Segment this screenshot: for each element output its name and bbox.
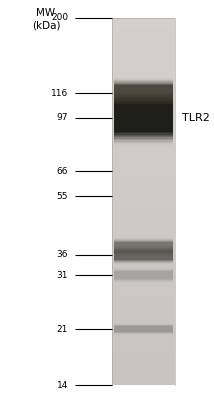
Bar <box>114 268 173 283</box>
Bar <box>114 267 173 283</box>
Bar <box>114 323 173 335</box>
Bar <box>114 80 173 106</box>
Bar <box>114 244 173 265</box>
Bar <box>114 269 173 282</box>
Bar <box>114 78 173 108</box>
Bar <box>114 238 173 257</box>
Text: 31: 31 <box>56 271 68 280</box>
Text: TLR2: TLR2 <box>182 113 210 123</box>
Bar <box>114 268 173 282</box>
Text: MW: MW <box>36 8 56 18</box>
Bar <box>114 79 173 108</box>
Text: 36: 36 <box>56 250 68 259</box>
Bar <box>114 249 173 260</box>
Bar <box>114 93 173 143</box>
Bar <box>114 270 173 280</box>
Bar <box>114 100 173 136</box>
Bar <box>114 326 173 333</box>
Bar <box>114 326 173 332</box>
Bar <box>114 101 173 135</box>
Bar <box>114 81 173 105</box>
Bar <box>114 239 173 255</box>
Bar <box>114 322 173 336</box>
Bar <box>114 88 173 147</box>
Bar <box>114 323 173 335</box>
Bar <box>114 97 173 139</box>
Bar <box>114 267 173 284</box>
Text: 200: 200 <box>51 14 68 22</box>
Bar <box>114 245 173 264</box>
Bar <box>114 242 173 252</box>
Bar <box>114 77 173 109</box>
Text: (kDa): (kDa) <box>32 21 60 31</box>
Bar <box>114 239 173 256</box>
Bar <box>114 248 173 262</box>
Bar <box>114 248 173 261</box>
Bar <box>114 326 173 332</box>
Bar <box>114 87 173 149</box>
Bar <box>114 240 173 254</box>
Bar <box>114 244 173 266</box>
Bar <box>114 249 173 261</box>
Bar <box>114 271 173 280</box>
Bar <box>114 241 173 254</box>
Bar <box>114 84 173 102</box>
Bar <box>114 91 173 144</box>
Bar <box>114 90 173 146</box>
Text: 116: 116 <box>51 89 68 98</box>
Bar <box>114 85 173 101</box>
Bar <box>114 102 173 133</box>
Bar <box>114 270 173 280</box>
Bar <box>114 250 173 260</box>
Bar <box>114 237 173 257</box>
Bar <box>114 84 173 103</box>
Bar <box>114 82 173 104</box>
Bar <box>114 325 173 333</box>
Bar <box>114 324 173 334</box>
Text: 55: 55 <box>56 192 68 201</box>
Bar <box>114 236 173 258</box>
Bar <box>114 94 173 142</box>
Bar <box>114 76 173 111</box>
Bar <box>114 104 173 132</box>
Bar <box>114 238 173 256</box>
Bar <box>114 271 173 279</box>
Text: 21: 21 <box>57 324 68 334</box>
Bar <box>114 325 173 333</box>
Bar <box>114 241 173 253</box>
Bar <box>114 83 173 104</box>
Text: 66: 66 <box>56 166 68 176</box>
Bar <box>114 80 173 107</box>
Bar <box>114 240 173 255</box>
Bar <box>114 324 173 334</box>
Text: 97: 97 <box>56 113 68 122</box>
Bar <box>114 245 173 265</box>
Text: 14: 14 <box>57 380 68 390</box>
Bar <box>114 324 173 334</box>
Bar <box>114 242 173 253</box>
Bar <box>114 269 173 281</box>
Bar <box>114 247 173 262</box>
Bar <box>114 323 173 335</box>
Bar <box>114 324 173 334</box>
Bar <box>114 98 173 138</box>
Bar <box>114 247 173 263</box>
Bar <box>114 76 173 110</box>
Bar <box>114 246 173 264</box>
Bar <box>114 266 173 284</box>
Bar <box>114 246 173 263</box>
Bar <box>114 268 173 282</box>
Bar <box>114 96 173 140</box>
Bar <box>114 270 173 281</box>
Bar <box>114 237 173 258</box>
